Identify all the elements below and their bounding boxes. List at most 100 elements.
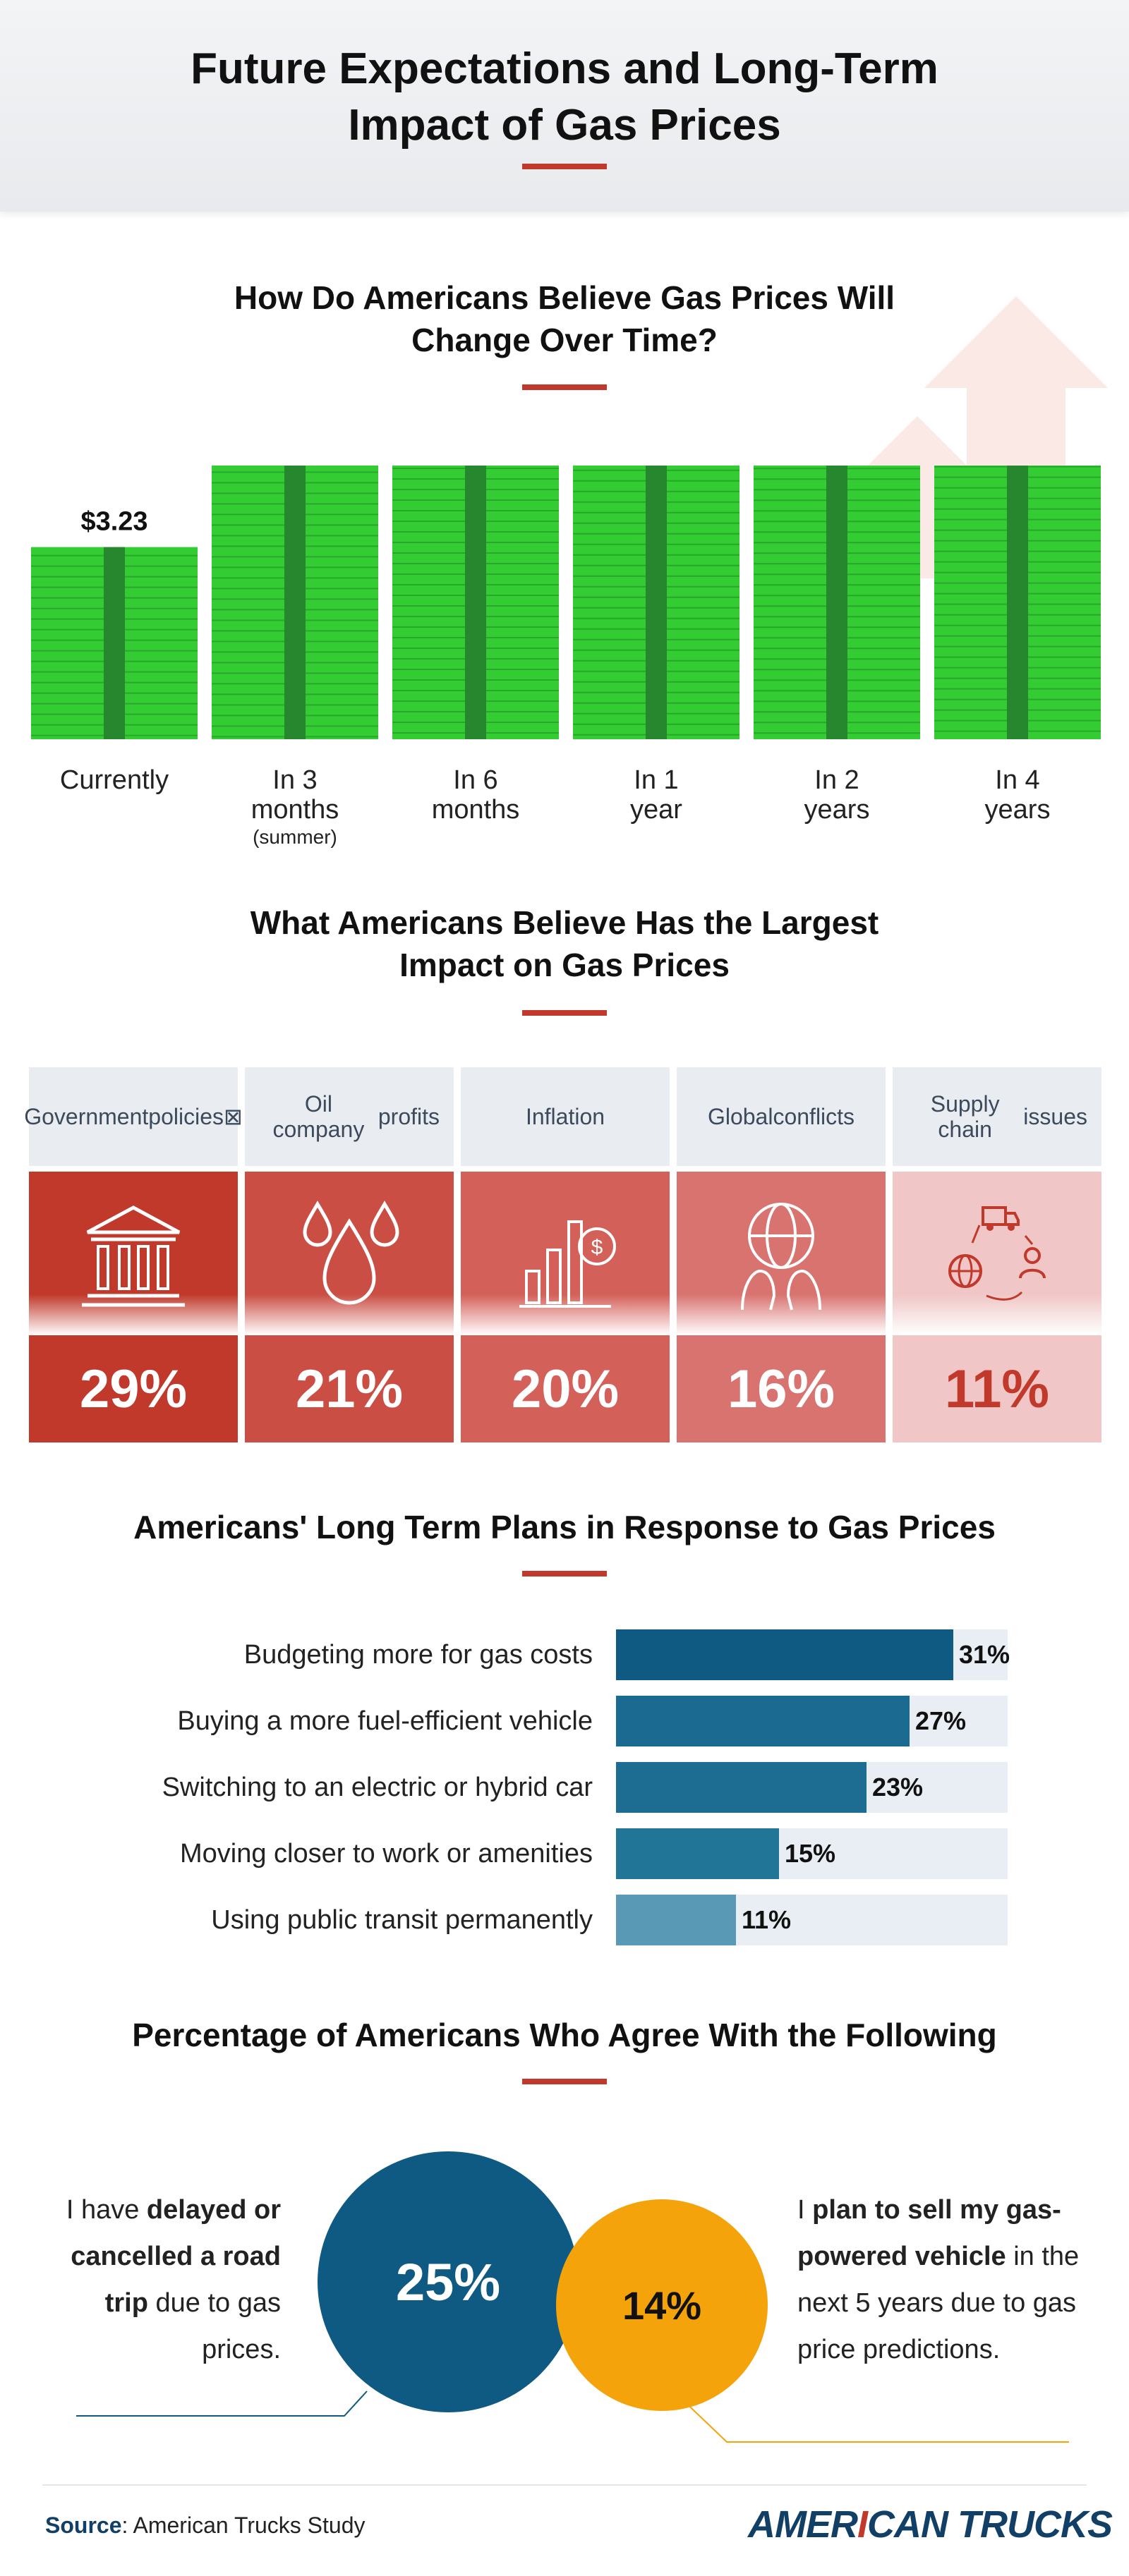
plan-label: Switching to an electric or hybrid car [162, 1773, 593, 1802]
bill-band [826, 466, 847, 739]
section3-underline [522, 1571, 607, 1576]
source-note: Source: American Trucks Study [45, 2513, 366, 2539]
plan-track: 15% [616, 1828, 1008, 1879]
plan-value: 27% [915, 1706, 967, 1735]
factor-label: Oil company profits [245, 1067, 454, 1166]
price-category-label: In 3 [272, 765, 317, 795]
footer-divider [42, 2484, 1087, 2486]
oil-drops-icon [245, 1172, 454, 1335]
title-line-2: Impact of Gas Prices [348, 101, 781, 150]
factor-column-1: Oil company profits 21% [245, 1067, 454, 1442]
factor-percent: 16% [677, 1335, 886, 1442]
statement-emphasis: plan to sell my gas-powered vehicle [797, 2195, 1061, 2271]
brand-part-1: AMER [748, 2503, 858, 2546]
statement-text: due to gas prices. [147, 2288, 282, 2364]
plan-row-0: Budgeting more for gas costs 31% [0, 1629, 1129, 1680]
plan-row-3: Moving closer to work or amenities 15% [0, 1828, 1129, 1879]
price-category-label: year [630, 795, 682, 825]
plan-track: 27% [616, 1696, 1008, 1746]
supply-chain-icon [893, 1172, 1101, 1335]
plan-track: 23% [616, 1762, 1008, 1813]
plan-label: Using public transit permanently [211, 1905, 593, 1935]
brand-part-2: CAN TRUCKS [867, 2503, 1113, 2546]
factor-column-0: Government policies⊠ 29% [24, 1067, 243, 1442]
plan-track: 11% [616, 1895, 1008, 1945]
section3-title: Americans' Long Term Plans in Response t… [133, 1509, 996, 1545]
price-value-label: $3.23 [80, 507, 147, 537]
statement-emphasis: delayed or cancelled a road trip [71, 2195, 281, 2318]
plan-label: Moving closer to work or amenities [180, 1839, 593, 1869]
source-label: Source [45, 2513, 122, 2538]
statement-road-trip: I have delayed or cancelled a road trip … [42, 2187, 281, 2373]
statement-sell-vehicle: I plan to sell my gas-powered vehicle in… [797, 2187, 1080, 2373]
page-title: Future Expectations and Long-Term Impact… [0, 41, 1129, 154]
brand-accent: I [857, 2503, 868, 2546]
factor-label: Supply chain issues [893, 1067, 1101, 1166]
plan-value: 11% [742, 1905, 792, 1934]
statement-text: in the next 5 years due to gas price pre… [797, 2242, 1080, 2364]
section4-title: Percentage of Americans Who Agree With t… [132, 2017, 997, 2053]
plan-row-4: Using public transit permanently 11% [0, 1895, 1129, 1945]
plan-value: 23% [872, 1773, 924, 1802]
price-category-label: years [804, 795, 870, 825]
price-category-label: months [251, 795, 339, 825]
section1-title: How Do Americans Believe Gas Prices Will… [0, 277, 1129, 361]
factor-column-3: Global conflicts 16% [677, 1067, 886, 1442]
source-text: : American Trucks Study [121, 2513, 366, 2538]
price-category-label: In 4 [995, 765, 1039, 795]
circle-25-value: 25% [395, 2252, 501, 2311]
plan-track: 31% [616, 1629, 1010, 1680]
factor-percent: 11% [893, 1335, 1101, 1442]
section1-underline [522, 384, 607, 390]
factor-percent: 21% [245, 1335, 454, 1442]
section2-underline [522, 1010, 607, 1016]
header-banner: Future Expectations and Long-Term Impact… [0, 0, 1129, 212]
factor-column-2: Inflation $20% [461, 1067, 670, 1442]
brand-logo: AMERICAN TRUCKS [748, 2503, 1113, 2546]
circle-14-percent: 14% [556, 2199, 768, 2411]
section1-title-line-2: Change Over Time? [411, 322, 718, 358]
factor-label: Inflation [461, 1067, 670, 1166]
statement-text: I [797, 2195, 813, 2225]
section2-title: What Americans Believe Has the Largest I… [0, 901, 1129, 986]
plan-value: 15% [785, 1839, 836, 1868]
factor-percent: 20% [461, 1335, 670, 1442]
bill-band [284, 466, 306, 739]
section4-underline [522, 2079, 607, 2084]
plan-bar [616, 1629, 953, 1680]
circle-14-value: 14% [622, 2283, 702, 2328]
price-bar-0: $3.23 Currently [31, 507, 198, 795]
price-category-label: In 6 [453, 765, 497, 795]
government-building-icon [29, 1172, 238, 1335]
title-line-1: Future Expectations and Long-Term [191, 44, 938, 93]
factor-column-4: Supply chain issues 11% [893, 1067, 1101, 1442]
price-category-label: In 2 [814, 765, 859, 795]
plan-bar [616, 1828, 779, 1879]
price-category-label: (summer) [253, 826, 337, 848]
factor-label: Government policies⊠ [24, 1067, 243, 1166]
circle-25-percent: 25% [318, 2151, 579, 2412]
connector-lines [76, 2390, 1069, 2443]
price-category-label: months [432, 795, 520, 825]
bill-band [1007, 466, 1028, 740]
bill-band [646, 466, 667, 739]
inflation-chart-icon: $ [461, 1172, 670, 1335]
factor-percent: 29% [29, 1335, 238, 1442]
plan-row-1: Buying a more fuel-efficient vehicle 27% [0, 1696, 1129, 1746]
section2-title-line-2: Impact on Gas Prices [399, 947, 730, 983]
plan-bar [616, 1696, 910, 1746]
plan-label: Budgeting more for gas costs [243, 1640, 593, 1670]
global-conflict-icon [677, 1172, 886, 1335]
svg-text:$: $ [591, 1236, 603, 1259]
section1-title-line-1: How Do Americans Believe Gas Prices Will [234, 279, 895, 316]
plan-label: Buying a more fuel-efficient vehicle [177, 1706, 593, 1736]
plan-row-2: Switching to an electric or hybrid car 23… [0, 1762, 1129, 1813]
bill-band [465, 466, 486, 739]
statement-text: I have [66, 2195, 147, 2225]
